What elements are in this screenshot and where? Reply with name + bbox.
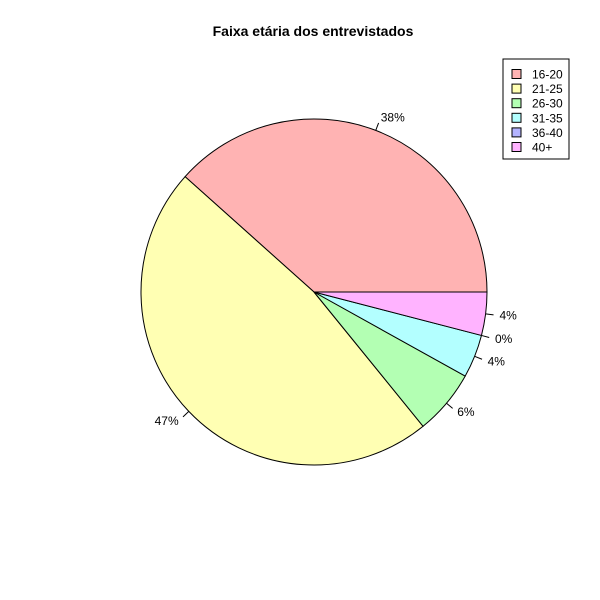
legend-label: 21-25 [532,82,563,96]
legend-swatch-40+ [511,142,522,152]
pie-label: 38% [381,110,405,124]
pie-label-tick [474,355,483,360]
pie-label: 47% [155,414,179,428]
chart-title: Faixa etária dos entrevistados [213,23,414,39]
pie-label-tick [375,122,380,131]
legend-label: 36-40 [532,126,563,140]
pie-label-tick [182,411,190,418]
pie-slice-40+ [313,291,488,337]
legend-swatch-21-25 [511,83,522,94]
pie-slices [140,118,488,466]
pie-slice-16-20 [184,118,488,293]
legend-swatch-26-30 [511,98,522,109]
legend-label: 26-30 [532,97,563,111]
pie-labels: 38% 47% 6% 4% 0% 4% [155,110,518,428]
pie-label: 0% [495,332,513,346]
pie-label-tick [481,334,490,338]
legend-label: 31-35 [532,111,563,125]
pie-label: 4% [499,309,517,323]
legend-swatch-36-40 [511,127,522,138]
legend-label: 16-20 [532,68,563,82]
pie-label-tick [485,313,494,316]
pie-label: 6% [457,405,475,419]
pie-label-tick [446,402,453,409]
legend-swatch-31-35 [511,112,522,123]
legend-label: 40+ [532,141,552,155]
legend-swatch-16-20 [511,69,522,79]
pie-label: 4% [488,355,506,369]
